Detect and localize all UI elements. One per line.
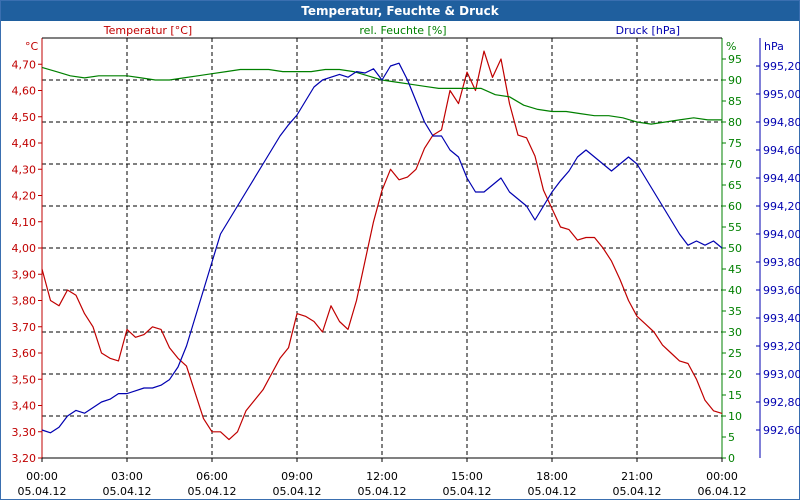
pressure-tick-label: 993,60 [763,284,800,297]
pressure-tick-label: 994,00 [763,228,800,241]
date-tick-label: 05.04.12 [443,485,492,498]
time-ticks: 00:00 05.04.12 03:00 05.04.12 06:00 05.04.12 0… [18,458,747,498]
series-lines [41,50,723,441]
humidity-tick-label: 20 [728,368,742,381]
date-tick-label: 06.04.12 [698,485,747,498]
temperature-unit: °C [25,40,39,53]
temperature-ticks: 3,20 3,30 3,40 3,50 3,60 3,70 3,80 3,90 4,00 4,10… [12,58,42,465]
temperature-tick-label: 4,00 [12,242,37,255]
time-tick-label: 18:00 [536,470,568,483]
date-tick-label: 05.04.12 [18,485,67,498]
temperature-tick-label: 4,30 [12,163,37,176]
humidity-tick-label: 25 [728,347,742,360]
date-tick-label: 05.04.12 [358,485,407,498]
humidity-tick-label: 30 [728,326,742,339]
humidity-tick-label: 10 [728,410,742,423]
temperature-tick-label: 3,20 [12,452,37,465]
pressure-tick-label: 993,40 [763,312,800,325]
time-tick-label: 21:00 [621,470,653,483]
humidity-tick-label: 35 [728,305,742,318]
humidity-tick-label: 80 [728,116,742,129]
humidity-tick-label: 45 [728,263,742,276]
humidity-tick-label: 15 [728,389,742,402]
pressure-tick-label: 995,20 [763,60,800,73]
temperature-tick-label: 3,30 [12,426,37,439]
temperature-tick-label: 4,60 [12,85,37,98]
temperature-axis-label: Temperatur [°C] [103,24,192,37]
pressure-tick-label: 993,00 [763,368,800,381]
pressure-tick-label: 994,60 [763,144,800,157]
pressure-tick-label: 993,80 [763,256,800,269]
humidity-tick-label: 75 [728,137,742,150]
humidity-axis-label: rel. Feuchte [%] [359,24,446,37]
pressure-tick-label: 992,80 [763,396,800,409]
time-tick-label: 15:00 [451,470,483,483]
temperature-line [41,50,723,441]
pressure-unit: hPa [764,40,784,53]
pressure-line [41,62,723,434]
humidity-unit: % [726,40,736,53]
temperature-tick-label: 3,70 [12,321,37,334]
temperature-tick-label: 4,40 [12,137,37,150]
humidity-tick-label: 70 [728,158,742,171]
humidity-tick-label: 90 [728,74,742,87]
date-tick-label: 05.04.12 [613,485,662,498]
temperature-tick-label: 3,80 [12,295,37,308]
time-tick-label: 12:00 [366,470,398,483]
time-tick-label: 06:00 [196,470,228,483]
humidity-ticks: 0 5 10 15 20 25 30 35 40 45 50 55 60 65 70 75 80 85 90 95 [722,53,742,465]
pressure-tick-label: 994,40 [763,172,800,185]
time-tick-label: 03:00 [111,470,143,483]
humidity-tick-label: 65 [728,179,742,192]
pressure-tick-label: 993,20 [763,340,800,353]
pressure-tick-label: 994,20 [763,200,800,213]
date-tick-label: 05.04.12 [188,485,237,498]
temperature-tick-label: 3,90 [12,268,37,281]
humidity-tick-label: 50 [728,242,742,255]
humidity-tick-label: 85 [728,95,742,108]
pressure-tick-label: 995,00 [763,88,800,101]
humidity-tick-label: 5 [728,431,735,444]
humidity-tick-label: 60 [728,200,742,213]
time-tick-label: 09:00 [281,470,313,483]
date-tick-label: 05.04.12 [528,485,577,498]
window-title: Temperatur, Feuchte & Druck [1,1,799,21]
pressure-ticks: 992,60 992,80 993,00 993,20 993,40 993,60 993,… [756,38,800,458]
temperature-tick-label: 4,50 [12,111,37,124]
pressure-tick-label: 994,80 [763,116,800,129]
time-tick-label: 00:00 [706,470,738,483]
date-tick-label: 05.04.12 [273,485,322,498]
humidity-tick-label: 55 [728,221,742,234]
time-tick-label: 00:00 [26,470,58,483]
pressure-tick-label: 992,60 [763,424,800,437]
humidity-tick-label: 0 [728,452,735,465]
humidity-tick-label: 40 [728,284,742,297]
temperature-tick-label: 3,60 [12,347,37,360]
humidity-tick-label: 95 [728,53,742,66]
pressure-axis-label: Druck [hPa] [616,24,680,37]
temperature-tick-label: 3,50 [12,373,37,386]
temperature-tick-label: 3,40 [12,400,37,413]
temperature-tick-label: 4,70 [12,58,37,71]
temperature-tick-label: 4,20 [12,190,37,203]
date-tick-label: 05.04.12 [103,485,152,498]
temperature-tick-label: 4,10 [12,216,37,229]
